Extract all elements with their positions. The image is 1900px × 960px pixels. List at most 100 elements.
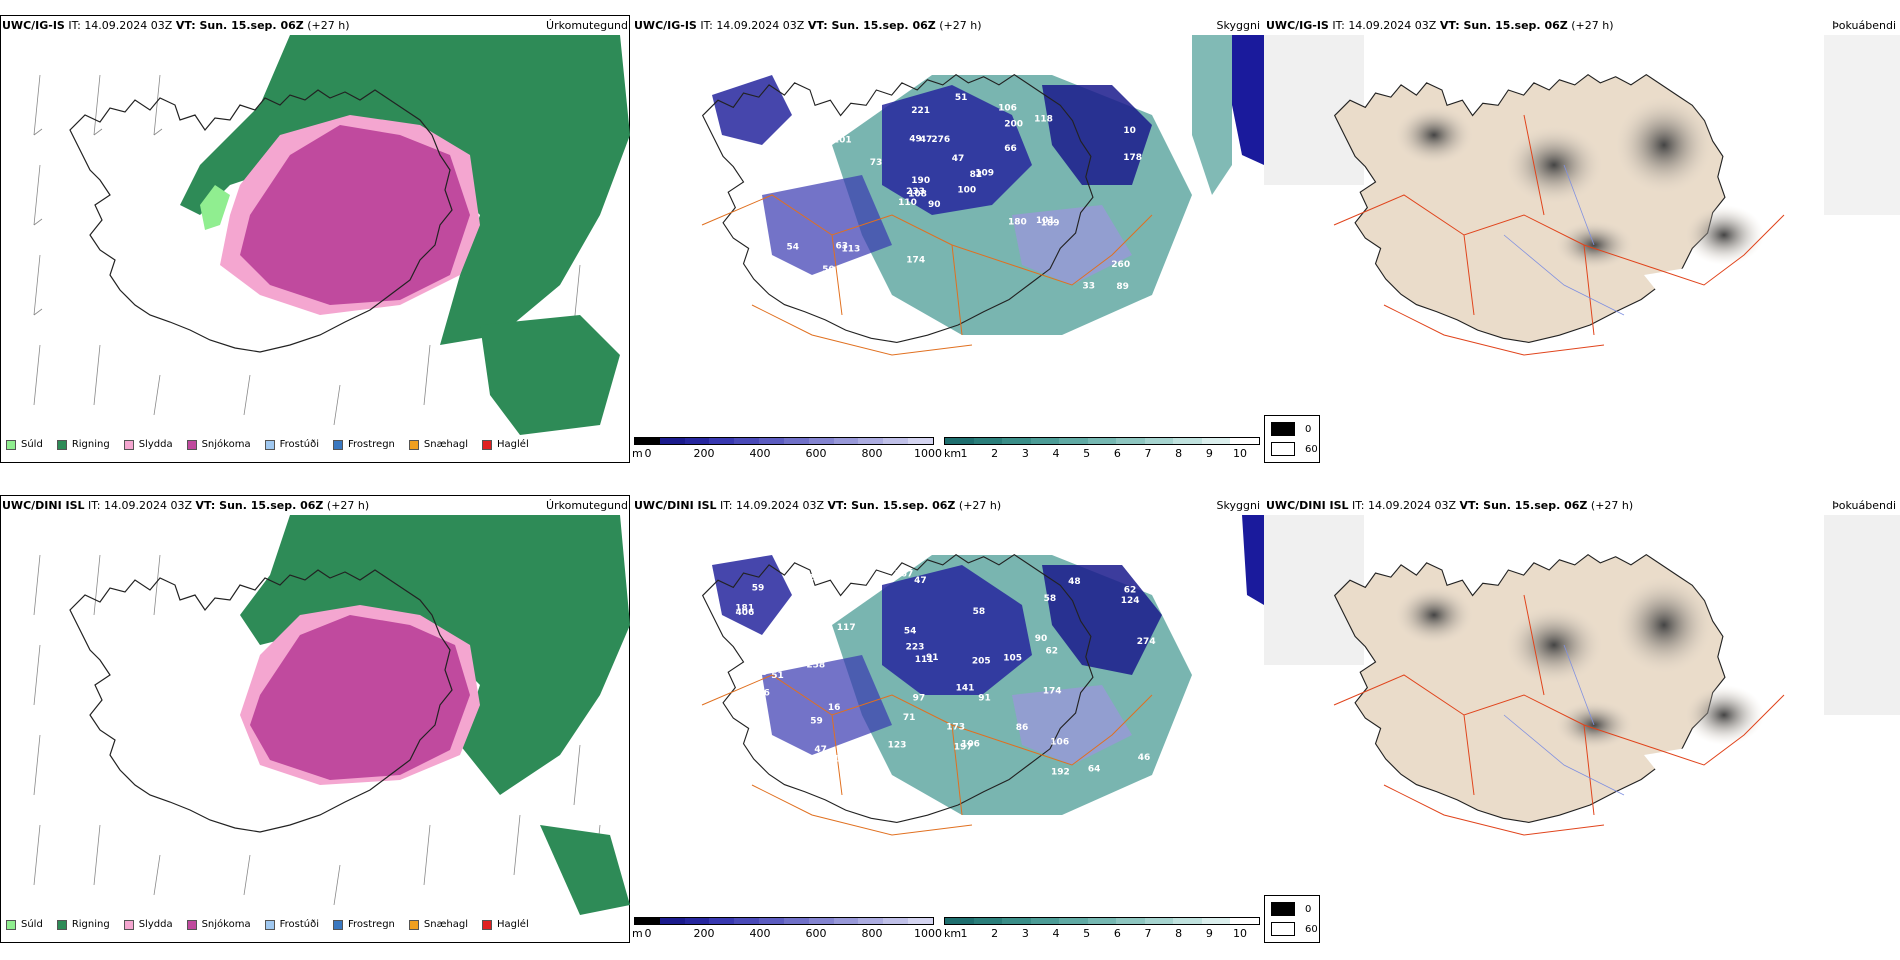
snow-depth-label: 227: [808, 573, 827, 583]
legend-label: Súld: [21, 919, 43, 930]
colorbar-segment: [684, 438, 710, 444]
fog-legend-value: 0: [1305, 423, 1312, 435]
colorbar-tick-label: 200: [693, 927, 715, 940]
legend-label: Rigning: [71, 919, 110, 930]
snow-depth-label: 90: [928, 200, 941, 210]
legend-label: Súld: [21, 439, 43, 450]
lead-time: (+27 h): [303, 19, 350, 32]
panel-title: Úrkomutegund: [546, 19, 628, 32]
precip-map: [33, 515, 630, 915]
roads: [1333, 114, 1785, 356]
snow-depth-label: 52: [755, 273, 768, 283]
fog-legend-item: 0: [1271, 422, 1311, 436]
snow-depth-label: 63: [836, 241, 849, 251]
colorbar-tick-label: 1: [960, 927, 968, 940]
legend-label: Slydda: [138, 919, 173, 930]
fog-legend-value: 0: [1305, 903, 1312, 915]
snow-depth-label: 200: [1004, 120, 1023, 130]
snow-depth-area: [882, 85, 1032, 215]
fog-legend-item: 60: [1271, 922, 1318, 936]
valid-time: VT: Sun. 15.sep. 06Z: [195, 499, 324, 512]
colorbar-segment: [734, 438, 760, 444]
snow-depth-label: 117: [837, 623, 856, 633]
colorbar-segment: [635, 918, 660, 924]
snow-depth-label: 406: [736, 608, 755, 618]
colorbar-segment: [1144, 918, 1174, 924]
snow-area: [250, 615, 470, 780]
snow-depth-label: 223: [906, 642, 925, 652]
panel-frame: [0, 15, 630, 463]
rain-area: [180, 35, 630, 345]
snow-depth-label: 59: [810, 716, 823, 726]
colorbar-segment: [1116, 438, 1145, 444]
model-name: UWC/DINI ISL: [1266, 499, 1349, 512]
colorbar-tick-label: 0: [644, 447, 652, 460]
snow-depth-label: 176: [751, 689, 770, 699]
run-info: IT: 14.09.2024 03Z: [696, 19, 808, 32]
valid-time: VT: Sun. 15.sep. 06Z: [1439, 19, 1568, 32]
snow-depth-label: 110: [898, 198, 917, 208]
snow-depth-label: 113: [842, 244, 861, 254]
clear-area: [1644, 265, 1734, 325]
legend-item: Rigning: [56, 919, 110, 930]
colorbar-segment: [709, 918, 735, 924]
colorbar-segment: [1087, 438, 1117, 444]
snow-depth-label: 63: [753, 702, 766, 712]
snow-depth-label: 59: [752, 584, 765, 594]
colorbar-segment: [908, 918, 933, 924]
colorbar-tick-label: 800: [861, 447, 883, 460]
snow-depth-colorbar: [634, 437, 934, 445]
snow-depth-label: 100: [725, 732, 744, 742]
legend-label: Frostúði: [279, 439, 319, 450]
roads: [701, 674, 1153, 836]
colorbar-segment: [1144, 438, 1174, 444]
snow-depth-unit: m: [632, 447, 643, 460]
snow-depth-label: 59: [726, 654, 739, 664]
legend-swatch: [186, 919, 197, 930]
snow-depth-labels: 9049108698211310627620010070891021011066…: [742, 93, 1142, 295]
fog-map: [1264, 35, 1900, 356]
legend-swatch: [408, 919, 419, 930]
snow-depth-colorbar: [634, 917, 934, 925]
legend-item: Snjókoma: [186, 439, 251, 450]
rain-area-south: [540, 825, 630, 915]
run-info: IT: 14.09.2024 03Z: [1348, 499, 1460, 512]
legend-label: Haglél: [497, 919, 529, 930]
snow-depth-label: 46: [1138, 753, 1151, 763]
colorbar-tick-label: 2: [991, 927, 999, 940]
legend-swatch: [186, 439, 197, 450]
legend-item: Snæhagl: [408, 439, 468, 450]
legend-swatch: [333, 919, 343, 930]
snow-depth-label: 89: [1116, 282, 1129, 292]
snow-depth-label: 64: [804, 612, 817, 622]
legend-swatch: [482, 919, 493, 930]
colorbar-segment: [759, 918, 784, 924]
rivers: [1503, 164, 1625, 316]
snow-depth-label: 180: [1008, 217, 1027, 227]
lead-time: (+27 h): [935, 19, 982, 32]
snow-depth-label: 189: [1041, 219, 1060, 229]
snow-depth-label: 178: [1123, 153, 1142, 163]
colorbar-tick-label: 8: [1175, 447, 1183, 460]
colorbar-tick-label: 200: [693, 447, 715, 460]
legend-swatch: [56, 919, 67, 930]
legend-swatch: [333, 439, 343, 450]
snow-depth-label: 205: [972, 656, 991, 666]
snow-depth-label: 111: [915, 655, 934, 665]
colorbar-segment: [759, 438, 784, 444]
colorbar-segment: [945, 438, 974, 444]
colorbar-segment: [659, 918, 685, 924]
offshore-fog: [1824, 35, 1900, 215]
snow-depth-label: 51: [955, 93, 968, 103]
colorbar-tick-label: 10: [1233, 927, 1247, 940]
colorbar-segment: [1201, 438, 1231, 444]
colorbar-segment: [1002, 918, 1031, 924]
legend-label: Snjókoma: [201, 919, 251, 930]
snow-depth-label: 54: [787, 243, 800, 253]
snow-depth-label: 233: [906, 187, 925, 197]
legend-item: Frostúði: [264, 439, 319, 450]
legend-label: Slydda: [138, 439, 173, 450]
snow-depth-label: 174: [1043, 687, 1062, 697]
